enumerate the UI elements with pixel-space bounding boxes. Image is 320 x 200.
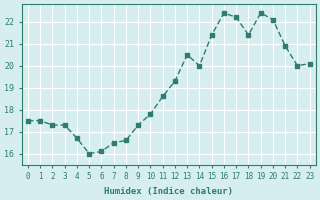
X-axis label: Humidex (Indice chaleur): Humidex (Indice chaleur)	[104, 187, 233, 196]
